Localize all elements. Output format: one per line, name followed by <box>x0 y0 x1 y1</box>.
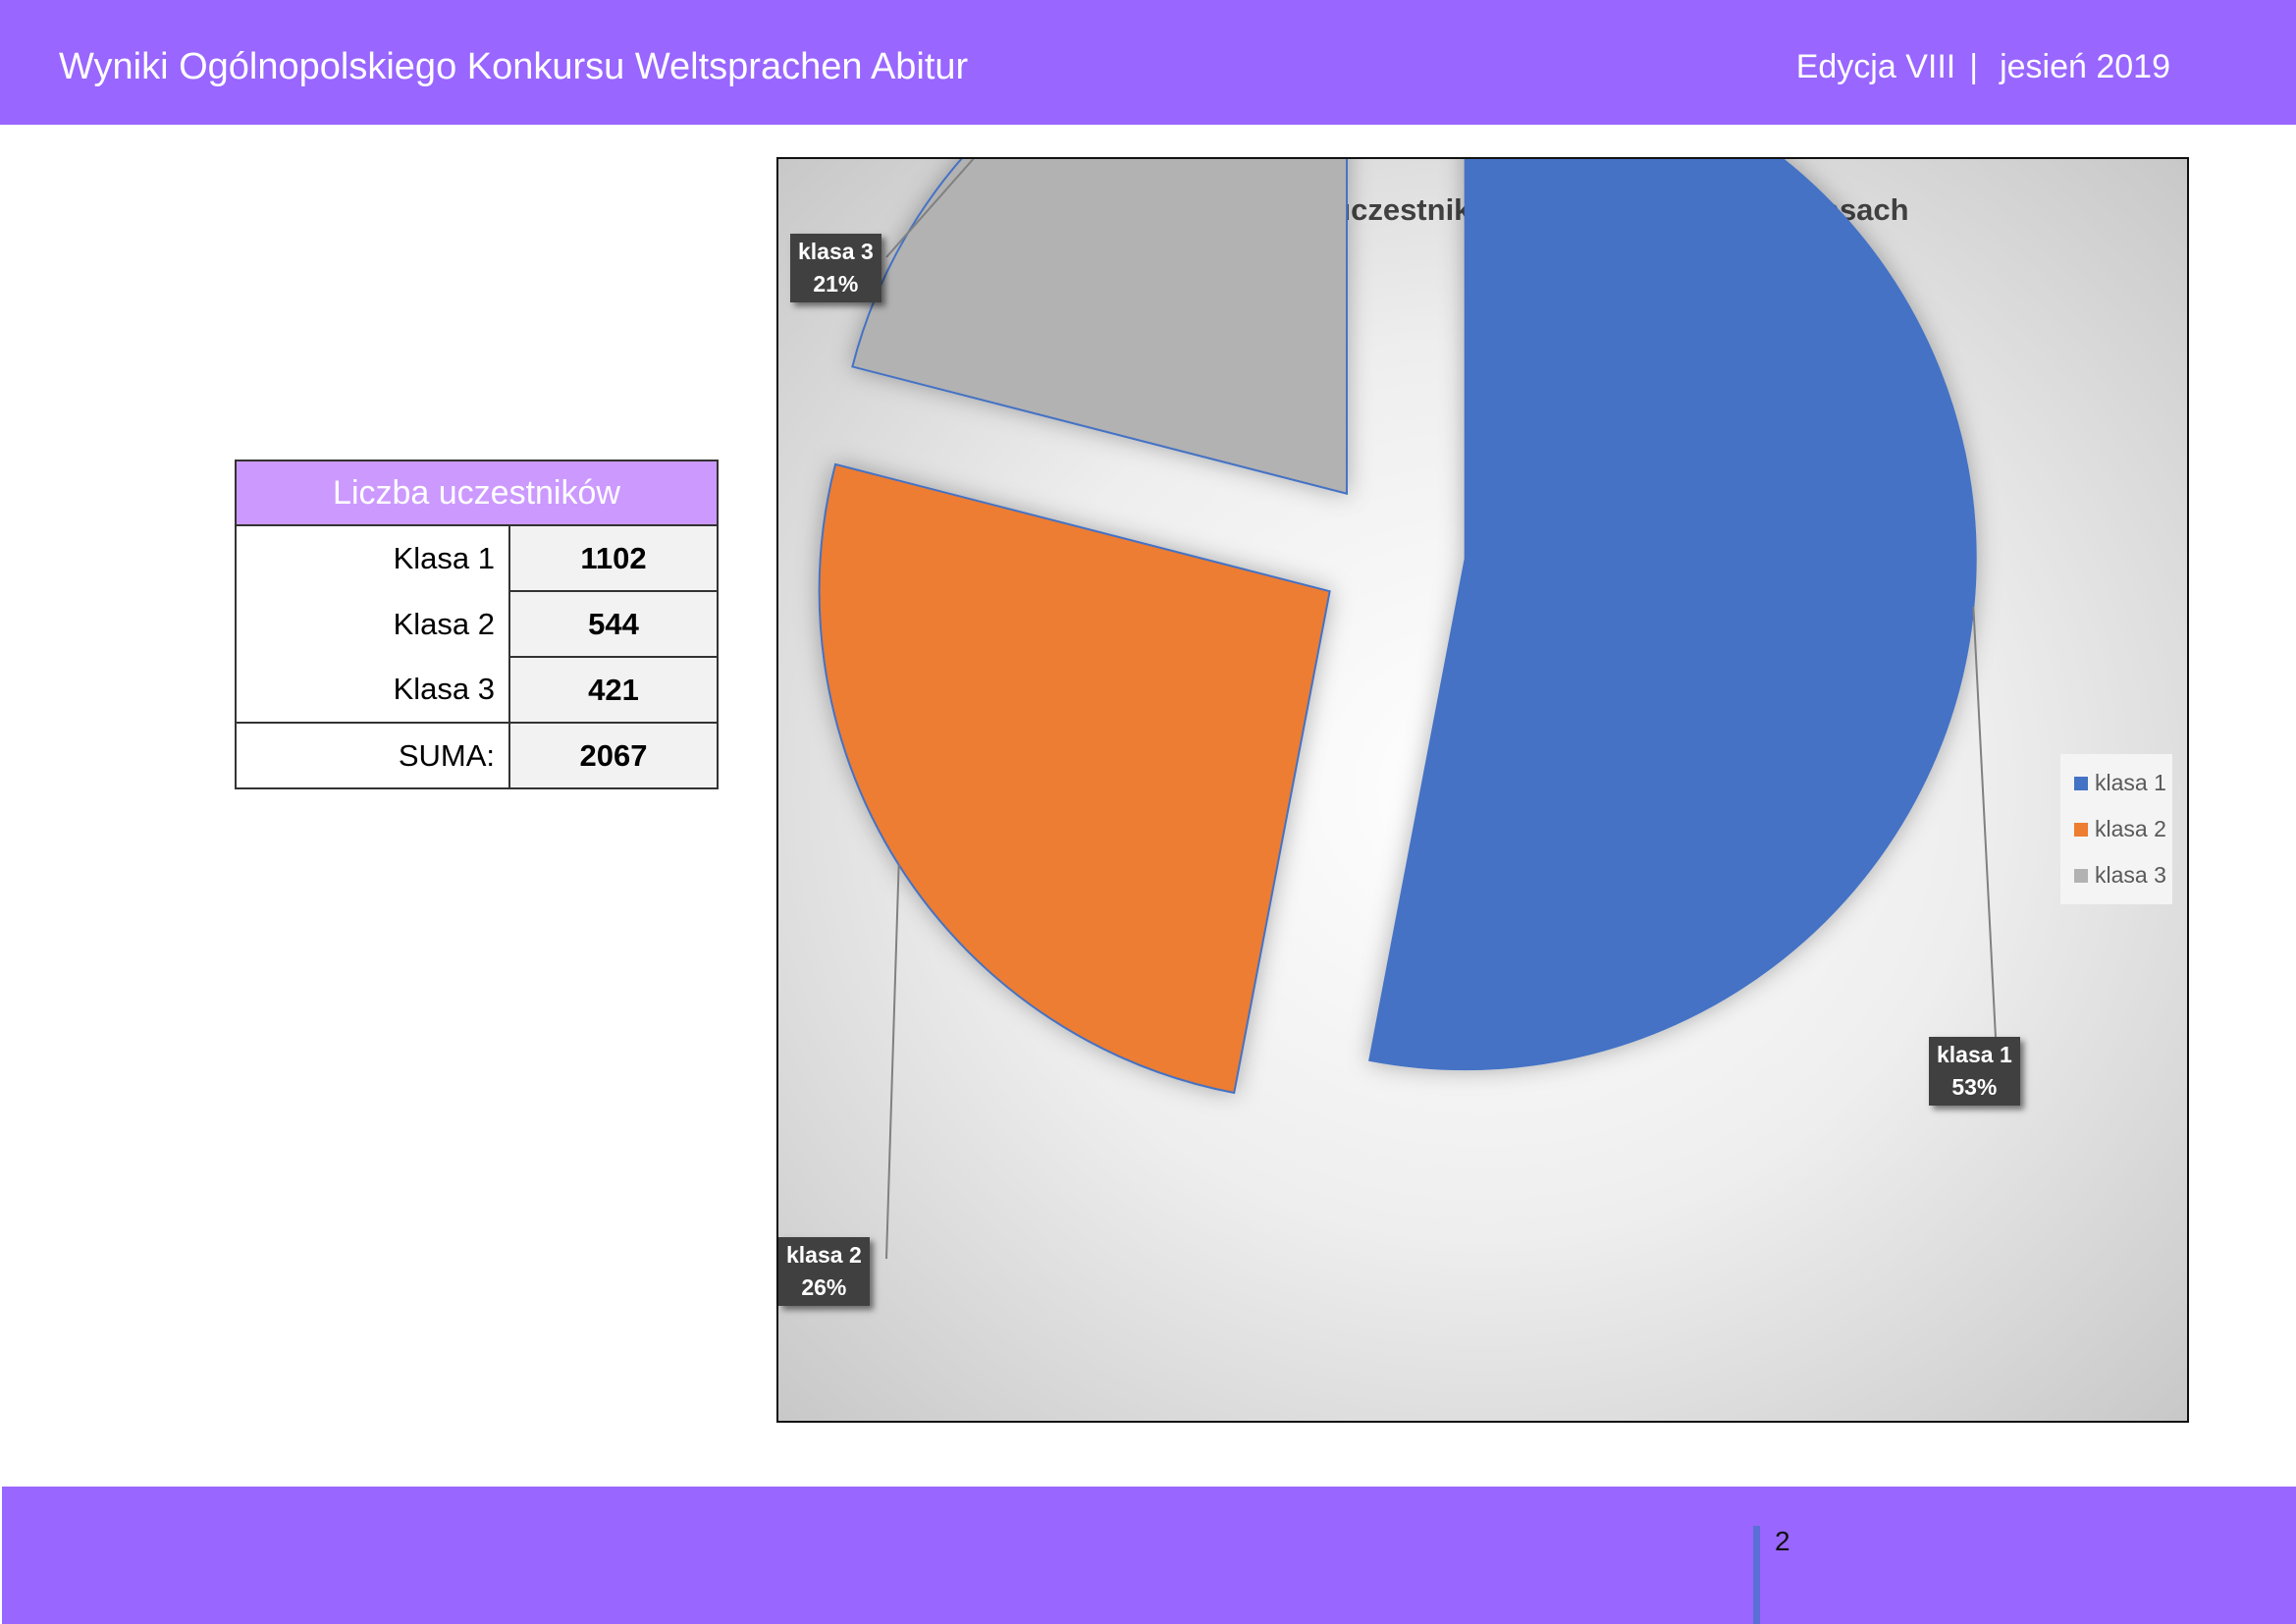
leader-line-klasa-2 <box>885 864 900 1260</box>
leader-line-klasa-3 <box>885 159 975 258</box>
total-value: 2067 <box>508 722 719 789</box>
table-row: Klasa 3 421 <box>235 656 719 724</box>
total-label: SUMA: <box>235 722 510 789</box>
data-label-name: klasa 3 <box>798 239 874 264</box>
page-title: Wyniki Ogólnopolskiego Konkursu Weltspra… <box>59 46 969 87</box>
legend-label: klasa 3 <box>2095 862 2166 888</box>
row-value: 544 <box>508 590 719 658</box>
table-header: Liczba uczestników <box>235 460 719 526</box>
data-label-name: klasa 2 <box>786 1242 862 1268</box>
legend-item: klasa 2 <box>2060 806 2172 852</box>
legend-swatch <box>2074 868 2088 883</box>
legend-item: klasa 1 <box>2060 760 2172 806</box>
table-total-row: SUMA: 2067 <box>235 722 719 789</box>
data-label-klasa-3: klasa 3 21% <box>790 234 881 302</box>
data-label-klasa-1: klasa 1 53% <box>1929 1037 2020 1106</box>
legend-item: klasa 3 <box>2060 852 2172 898</box>
row-value: 421 <box>508 656 719 724</box>
row-label: Klasa 2 <box>235 591 510 657</box>
legend-swatch <box>2074 822 2088 837</box>
legend-label: klasa 2 <box>2095 816 2166 841</box>
chart-legend: klasa 1 klasa 2 klasa 3 <box>2060 754 2172 904</box>
pie-chart-plot <box>818 159 1997 1260</box>
table-row: Klasa 1 1102 <box>235 524 719 592</box>
data-label-percent: 26% <box>801 1274 847 1300</box>
leader-line-klasa-1 <box>1972 606 1997 1039</box>
page-footer: 2 <box>2 1487 2296 1624</box>
pie-slice-klasa-3 <box>851 159 1349 496</box>
pie-slice-klasa-2 <box>818 462 1331 1095</box>
legend-swatch <box>2074 776 2088 790</box>
header-separator: | <box>1969 48 1979 85</box>
page-header: Wyniki Ogólnopolskiego Konkursu Weltspra… <box>0 0 2296 125</box>
season-label: jesień 2019 <box>2000 48 2170 85</box>
edition-info: Edycja VIII | jesień 2019 <box>1796 43 2170 90</box>
pie-chart: Procentowy udział uczestników w poszczeg… <box>776 157 2189 1423</box>
row-label: Klasa 1 <box>235 525 510 591</box>
footer-divider <box>1753 1526 1760 1624</box>
row-label: Klasa 3 <box>235 657 510 723</box>
participants-table: Liczba uczestników Klasa 1 1102 Klasa 2 … <box>235 460 719 789</box>
table-row: Klasa 2 544 <box>235 590 719 658</box>
data-label-percent: 21% <box>813 271 859 297</box>
row-value: 1102 <box>508 524 719 592</box>
data-label-klasa-2: klasa 2 26% <box>778 1237 870 1306</box>
page-number: 2 <box>1775 1526 1790 1556</box>
edition-label: Edycja VIII <box>1795 48 1956 85</box>
legend-label: klasa 1 <box>2095 770 2166 795</box>
data-label-percent: 53% <box>1951 1074 1998 1100</box>
data-label-name: klasa 1 <box>1937 1042 2012 1067</box>
pie-slice-klasa-1 <box>1368 159 1977 1071</box>
